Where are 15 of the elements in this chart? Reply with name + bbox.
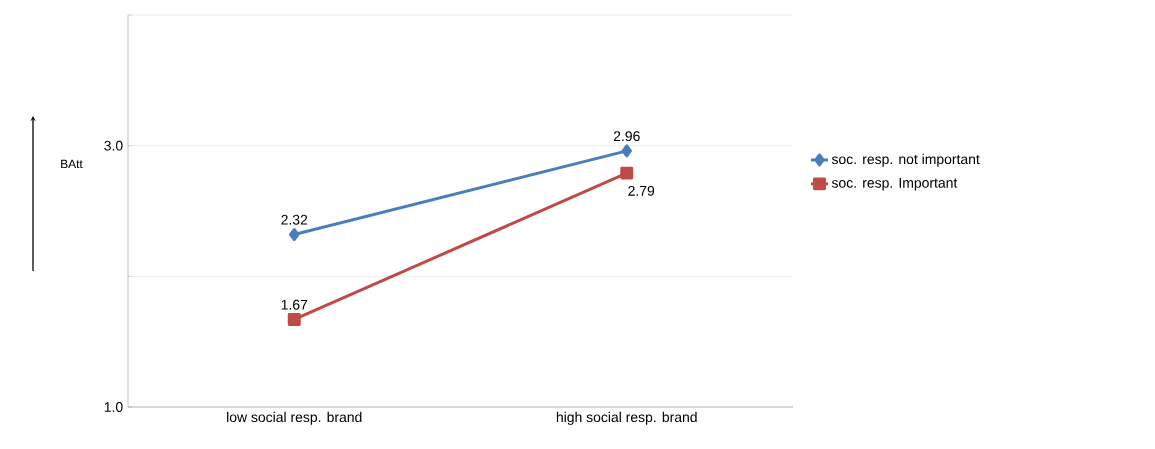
data-label: 2.32: [281, 214, 308, 225]
x-tick-label: high social resp. brand: [556, 411, 697, 425]
y-tick-label: 3.0: [104, 140, 123, 151]
data-label: 1.67: [281, 299, 308, 310]
x-tick-label: low social resp. brand: [227, 411, 362, 425]
point: [620, 166, 634, 180]
point: [287, 312, 301, 326]
y-tick-label: 1.0: [104, 402, 123, 412]
data-label: 2.96: [613, 131, 640, 142]
point: [289, 228, 300, 241]
data-label: 2.79: [628, 185, 655, 196]
point: [621, 144, 632, 158]
legend-label: soc. resp. Important: [831, 178, 958, 191]
legend-label: soc. resp. not important: [831, 153, 980, 167]
y-axis-title: BAtt: [61, 159, 83, 169]
